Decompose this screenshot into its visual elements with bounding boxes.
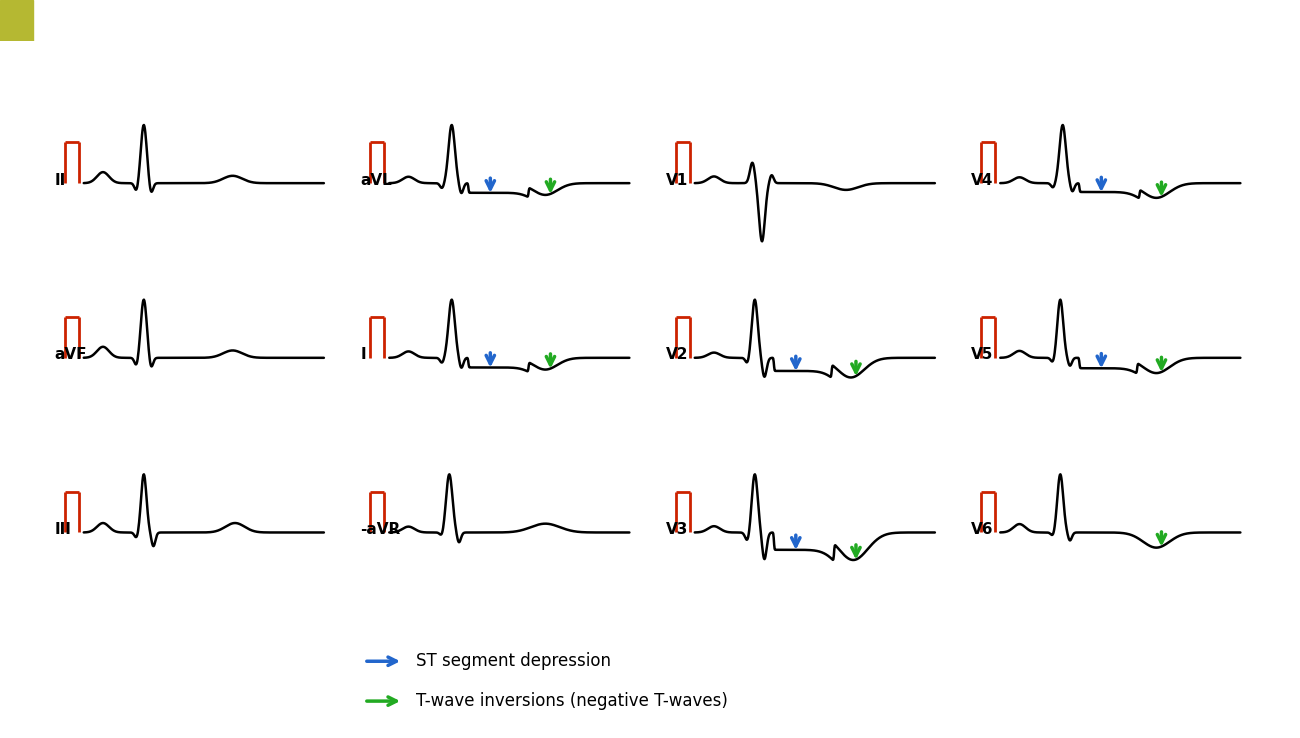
Text: aVL: aVL <box>360 173 393 187</box>
Text: V5: V5 <box>971 348 993 362</box>
Text: ST segment depression: ST segment depression <box>416 652 611 670</box>
Text: V6: V6 <box>971 522 993 537</box>
Text: I: I <box>360 348 365 362</box>
Text: aVF: aVF <box>55 348 87 362</box>
Text: V3: V3 <box>666 522 688 537</box>
Text: II: II <box>55 173 66 187</box>
Text: V4: V4 <box>971 173 993 187</box>
Text: V1: V1 <box>666 173 688 187</box>
Text: -aVR: -aVR <box>360 522 400 537</box>
Text: V2: V2 <box>666 348 688 362</box>
Text: T-wave inversions (negative T-waves): T-wave inversions (negative T-waves) <box>416 692 728 710</box>
Bar <box>0 0 32 41</box>
Text: III: III <box>55 522 72 537</box>
Text: NSTEMI: NSTEMI <box>46 11 129 30</box>
